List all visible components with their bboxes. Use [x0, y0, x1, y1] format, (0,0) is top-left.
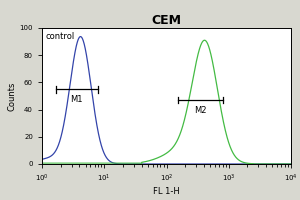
Text: M1: M1	[70, 95, 83, 104]
Text: control: control	[45, 32, 74, 41]
Y-axis label: Counts: Counts	[8, 81, 17, 111]
Text: M2: M2	[194, 106, 206, 115]
X-axis label: FL 1-H: FL 1-H	[153, 187, 180, 196]
Title: CEM: CEM	[152, 14, 182, 27]
